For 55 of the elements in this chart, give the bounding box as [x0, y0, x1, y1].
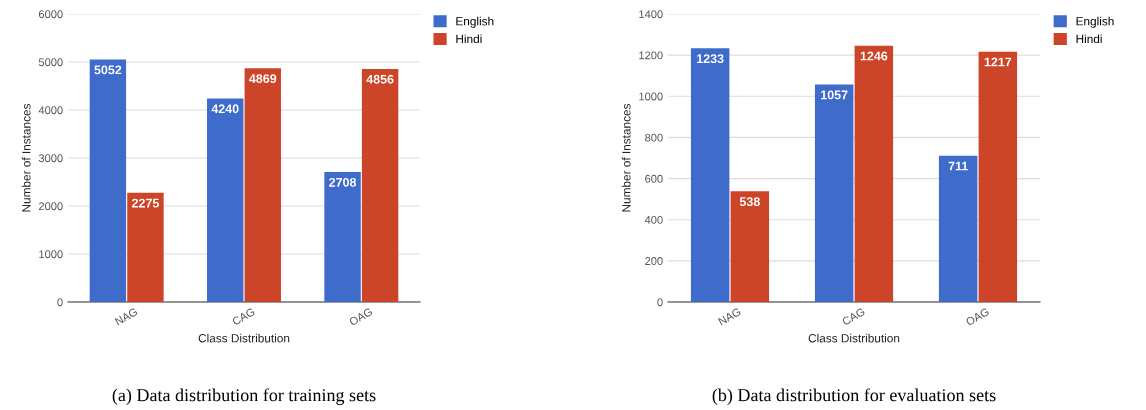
- y-tick-label: 200: [645, 257, 663, 265]
- bar: [244, 68, 281, 302]
- data-label: 2275: [131, 198, 159, 208]
- x-tick-label: OAG: [965, 307, 990, 327]
- legend-label: English: [1076, 16, 1114, 28]
- x-tick-label: NAG: [717, 307, 742, 326]
- data-label: 711: [948, 161, 968, 171]
- y-tick-label: 5000: [38, 58, 63, 67]
- y-tick-label: 1200: [639, 51, 663, 60]
- legend-label: Hindi: [1076, 34, 1102, 44]
- y-axis-title: Number of Instances: [21, 103, 31, 212]
- x-tick-label: CAG: [231, 307, 256, 326]
- x-tick-label: CAG: [841, 307, 866, 326]
- bar: [324, 172, 361, 302]
- x-tick-label: NAG: [114, 307, 138, 326]
- data-label: 1057: [821, 90, 848, 100]
- bar: [938, 155, 978, 302]
- y-axis-title: Number of Instances: [621, 103, 631, 212]
- y-tick-label: 800: [645, 133, 663, 142]
- y-tick-label: 3000: [38, 154, 63, 163]
- y-tick-label: 6000: [38, 10, 63, 19]
- y-tick-label: 0: [57, 298, 63, 307]
- data-label: 4856: [366, 74, 394, 84]
- data-label: 2708: [329, 177, 357, 187]
- data-label: 4240: [211, 104, 239, 114]
- bar: [89, 59, 127, 302]
- data-label: 1217: [984, 57, 1012, 67]
- y-tick-label: 1400: [639, 10, 663, 19]
- data-label: 1233: [697, 54, 724, 64]
- bar: [207, 98, 244, 302]
- y-tick-label: 600: [645, 174, 663, 183]
- bar: [854, 45, 894, 302]
- data-label: 538: [739, 197, 760, 207]
- bar: [814, 84, 854, 302]
- y-tick-label: 1000: [39, 250, 63, 259]
- x-axis-title: Class Distribution: [198, 333, 290, 343]
- data-label: 5052: [94, 65, 122, 75]
- x-axis-title: Class Distribution: [808, 333, 900, 343]
- text: (a) Data distribution for training sets: [112, 388, 376, 406]
- y-tick-label: 0: [657, 298, 663, 307]
- text: (b) Data distribution for evaluation sets: [712, 388, 996, 405]
- legend-label: Hindi: [456, 34, 482, 44]
- y-tick-label: 4000: [38, 106, 63, 115]
- x-tick-label: OAG: [348, 307, 373, 327]
- bar: [361, 68, 399, 302]
- data-label: 4869: [249, 74, 277, 84]
- bar: [730, 191, 770, 302]
- legend-label: English: [456, 16, 494, 28]
- bar: [127, 192, 164, 302]
- y-tick-label: 400: [644, 215, 663, 224]
- bar: [978, 51, 1018, 302]
- y-tick-label: 1000: [639, 92, 663, 101]
- data-label: 1246: [860, 51, 888, 61]
- y-tick-label: 2000: [38, 202, 63, 211]
- bar: [690, 48, 730, 302]
